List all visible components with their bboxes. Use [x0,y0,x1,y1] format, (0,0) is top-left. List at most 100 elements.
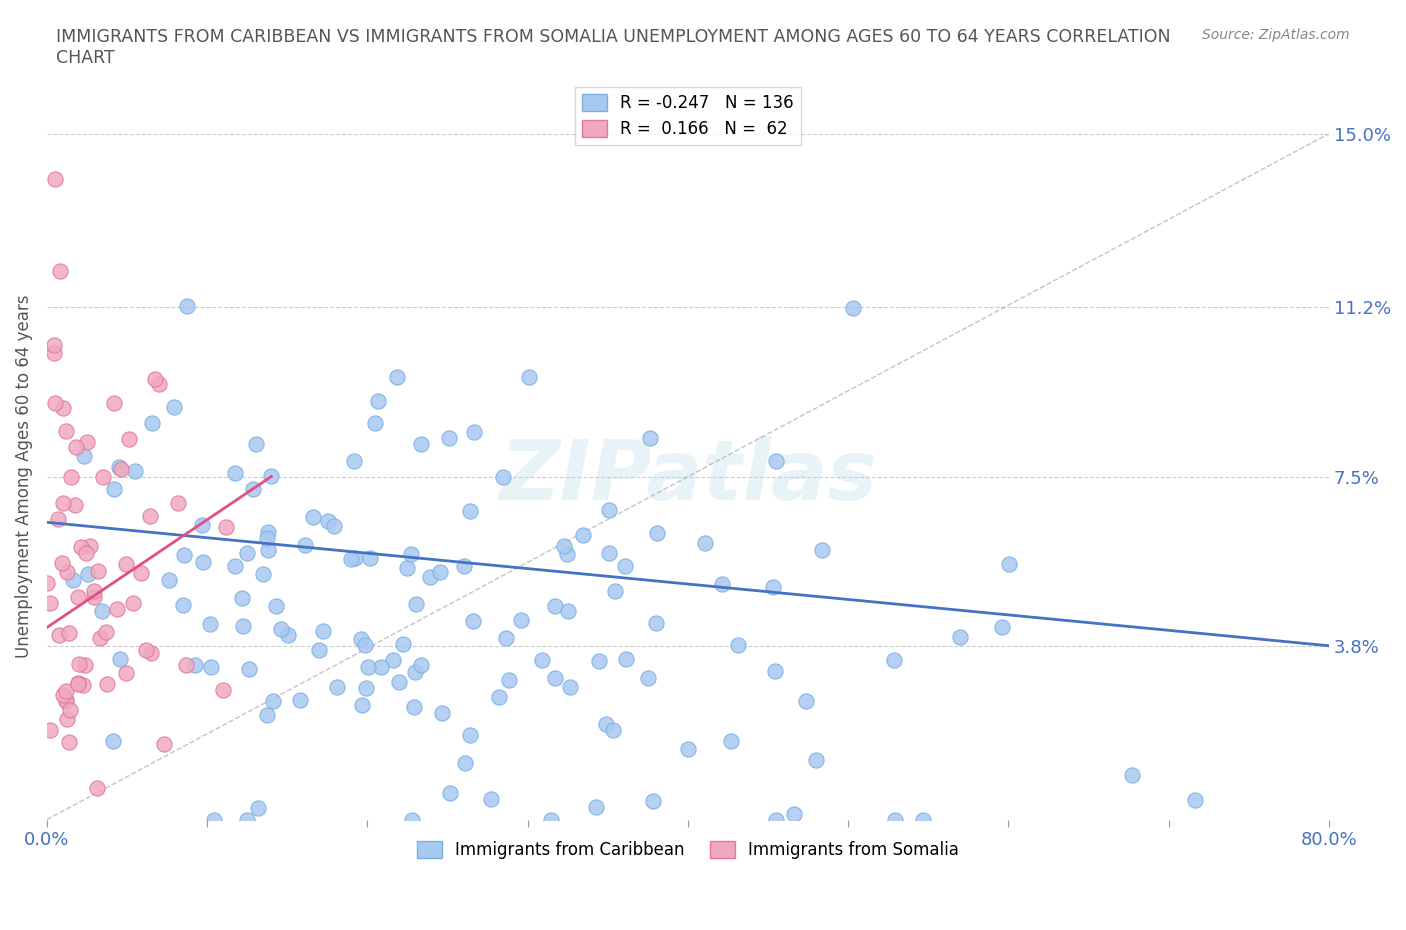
Immigrants from Caribbean [810,542,832,557]
Immigrants from Caribbean [602,723,624,737]
Immigrants from Caribbean [461,613,484,628]
Immigrants from Caribbean [224,559,246,574]
Immigrants from Caribbean [242,482,264,497]
Immigrants from Caribbean [103,482,125,497]
Immigrants from Caribbean [157,573,180,588]
Immigrants from Caribbean [302,510,325,525]
Immigrants from Somalia [39,723,62,737]
Immigrants from Caribbean [540,812,562,827]
Immigrants from Caribbean [439,785,461,800]
Immigrants from Caribbean [912,812,935,827]
Immigrants from Caribbean [359,551,381,565]
Immigrants from Caribbean [530,652,553,667]
Immigrants from Somalia [55,423,77,438]
Immigrants from Caribbean [110,652,132,667]
Immigrants from Caribbean [252,566,274,581]
Immigrants from Caribbean [595,716,617,731]
Immigrants from Somalia [122,596,145,611]
Y-axis label: Unemployment Among Ages 60 to 64 years: Unemployment Among Ages 60 to 64 years [15,295,32,658]
Immigrants from Caribbean [190,517,212,532]
Immigrants from Caribbean [224,465,246,480]
Immigrants from Caribbean [343,551,366,565]
Immigrants from Caribbean [399,547,422,562]
Immigrants from Somalia [42,338,65,352]
Immigrants from Caribbean [172,597,194,612]
Immigrants from Caribbean [395,561,418,576]
Immigrants from Caribbean [458,727,481,742]
Immigrants from Caribbean [382,653,405,668]
Immigrants from Caribbean [101,733,124,748]
Immigrants from Caribbean [343,454,366,469]
Immigrants from Caribbean [91,604,114,618]
Immigrants from Somalia [48,263,70,278]
Immigrants from Caribbean [991,619,1014,634]
Immigrants from Caribbean [614,652,637,667]
Immigrants from Somalia [174,658,197,672]
Immigrants from Somalia [48,628,70,643]
Immigrants from Somalia [91,470,114,485]
Immigrants from Caribbean [387,369,409,384]
Immigrants from Somalia [139,645,162,660]
Immigrants from Somalia [37,575,59,590]
Immigrants from Caribbean [555,547,578,562]
Immigrants from Caribbean [637,671,659,685]
Immigrants from Somalia [44,172,66,187]
Immigrants from Caribbean [517,369,540,384]
Immigrants from Somalia [87,564,110,578]
Immigrants from Caribbean [794,694,817,709]
Immigrants from Caribbean [183,658,205,672]
Immigrants from Caribbean [491,470,513,485]
Immigrants from Caribbean [316,513,339,528]
Immigrants from Caribbean [141,416,163,431]
Immigrants from Caribbean [720,733,742,748]
Immigrants from Caribbean [350,632,373,647]
Immigrants from Caribbean [572,527,595,542]
Immigrants from Caribbean [543,671,565,685]
Immigrants from Caribbean [495,631,517,645]
Immigrants from Somalia [83,590,105,604]
Immigrants from Caribbean [352,698,374,713]
Immigrants from Somalia [38,595,60,610]
Text: Source: ZipAtlas.com: Source: ZipAtlas.com [1202,28,1350,42]
Immigrants from Caribbean [598,503,620,518]
Immigrants from Caribbean [557,604,579,618]
Immigrants from Caribbean [260,469,283,484]
Immigrants from Caribbean [270,622,292,637]
Immigrants from Caribbean [498,672,520,687]
Immigrants from Caribbean [997,556,1019,571]
Immigrants from Caribbean [804,753,827,768]
Immigrants from Somalia [44,345,66,360]
Immigrants from Somalia [55,565,77,579]
Immigrants from Caribbean [419,569,441,584]
Immigrants from Caribbean [326,679,349,694]
Immigrants from Caribbean [236,546,259,561]
Immigrants from Caribbean [614,558,637,573]
Immigrants from Somalia [52,496,75,511]
Immigrants from Caribbean [312,624,335,639]
Immigrants from Somalia [103,395,125,410]
Immigrants from Caribbean [231,591,253,605]
Immigrants from Somalia [138,508,160,523]
Immigrants from Somalia [44,396,66,411]
Immigrants from Caribbean [463,424,485,439]
Text: ZIPatlas: ZIPatlas [499,436,877,517]
Immigrants from Caribbean [370,659,392,674]
Immigrants from Caribbean [256,542,278,557]
Immigrants from Somalia [83,583,105,598]
Immigrants from Caribbean [402,699,425,714]
Immigrants from Caribbean [323,518,346,533]
Immigrants from Caribbean [257,525,280,539]
Immigrants from Caribbean [354,681,377,696]
Immigrants from Caribbean [354,638,377,653]
Immigrants from Caribbean [308,643,330,658]
Immigrants from Caribbean [598,546,620,561]
Immigrants from Somalia [55,694,77,709]
Immigrants from Caribbean [108,460,131,475]
Immigrants from Somalia [65,498,87,512]
Immigrants from Caribbean [392,637,415,652]
Immigrants from Somalia [59,703,82,718]
Immigrants from Caribbean [245,437,267,452]
Immigrants from Caribbean [765,454,787,469]
Immigrants from Somalia [115,666,138,681]
Immigrants from Caribbean [367,393,389,408]
